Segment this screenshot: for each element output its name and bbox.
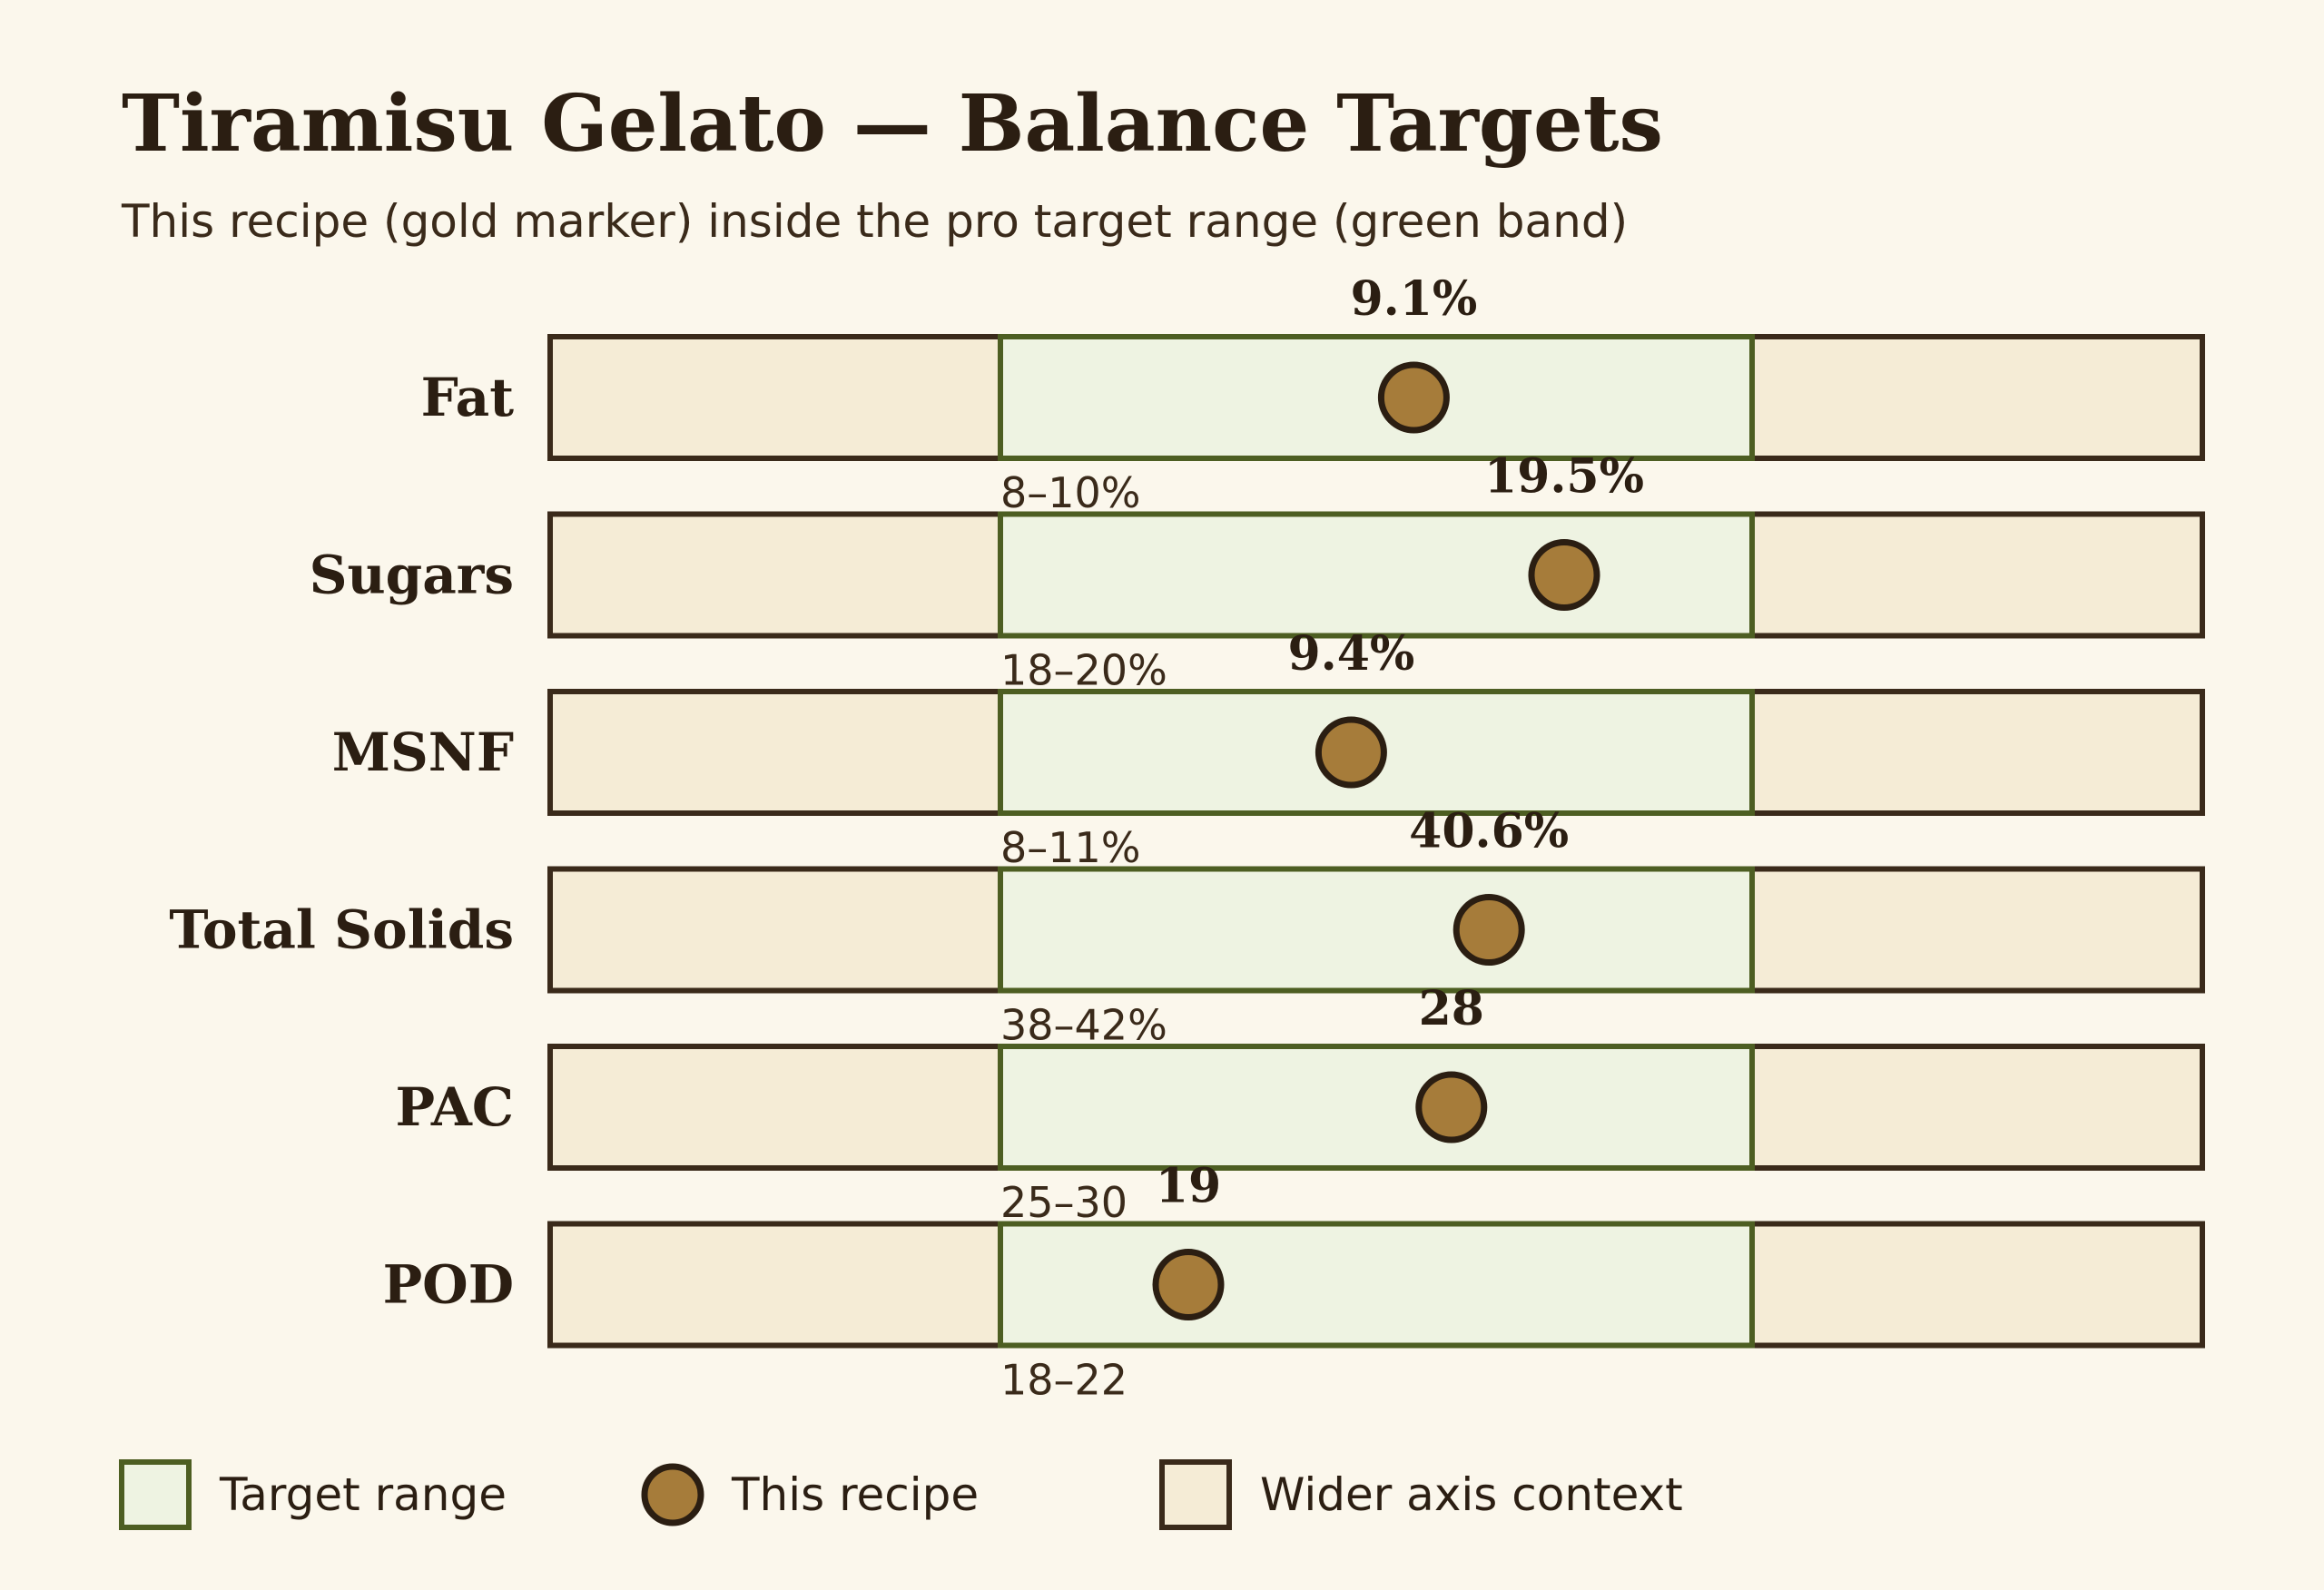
value-label-pod: 19 <box>1156 1159 1221 1214</box>
range-label-total-solids: 38–42% <box>1000 1001 1167 1050</box>
range-label-sugars: 18–20% <box>1000 646 1167 695</box>
value-label-pac: 28 <box>1419 981 1484 1036</box>
value-label-fat: 9.1% <box>1350 271 1477 327</box>
row-label-pod: POD <box>383 1254 514 1316</box>
row-msnf: MSNF 9.4% 8–11% <box>332 626 2205 872</box>
legend-item-context: Wider axis context <box>1159 1459 1683 1530</box>
target-band-pod <box>998 1221 1755 1349</box>
row-fat: Fat 9.1% 8–10% <box>421 271 2205 517</box>
recipe-marker-sugars <box>1528 539 1600 611</box>
chart-legend: Target range This recipe Wider axis contex… <box>119 1459 1683 1530</box>
legend-item-recipe: This recipe <box>641 1463 979 1526</box>
value-label-msnf: 9.4% <box>1287 626 1414 682</box>
legend-label-recipe: This recipe <box>731 1468 979 1521</box>
range-label-pac: 25–30 <box>1000 1178 1128 1227</box>
legend-label-context: Wider axis context <box>1260 1468 1683 1521</box>
legend-swatch-context <box>1159 1459 1232 1530</box>
range-label-fat: 8–10% <box>1000 468 1141 517</box>
row-pac: PAC 28 25–30 <box>395 981 2205 1227</box>
target-band-total-solids <box>998 866 1755 994</box>
value-label-sugars: 19.5% <box>1484 449 1644 505</box>
row-label-pac: PAC <box>395 1076 514 1138</box>
row-label-msnf: MSNF <box>332 721 514 783</box>
range-label-pod: 18–22 <box>1000 1356 1128 1405</box>
recipe-marker-pod <box>1152 1249 1225 1320</box>
recipe-marker-msnf <box>1315 716 1387 789</box>
row-label-total-solids: Total Solids <box>169 899 514 961</box>
range-label-msnf: 8–11% <box>1000 823 1141 872</box>
legend-item-target: Target range <box>119 1459 507 1530</box>
value-label-total-solids: 40.6% <box>1409 804 1569 859</box>
row-label-fat: Fat <box>421 367 515 428</box>
legend-label-target: Target range <box>219 1468 507 1521</box>
row-sugars: Sugars 19.5% 18–20% <box>310 449 2205 695</box>
row-total-solids: Total Solids 40.6% 38–42% <box>169 804 2205 1050</box>
chart-rows: Fat 9.1% 8–10% Sugars 19.5% 18–20% MSNF 9.4% 8–1… <box>169 271 2205 1405</box>
recipe-marker-pac <box>1415 1071 1488 1143</box>
row-pod: POD 19 18–22 <box>383 1159 2205 1405</box>
target-band-fat <box>998 334 1755 461</box>
target-band-sugars <box>998 511 1755 639</box>
chart-title: Tiramisu Gelato — Balance Targets <box>122 78 1663 170</box>
legend-swatch-recipe <box>641 1463 704 1526</box>
target-band-pac <box>998 1044 1755 1171</box>
recipe-marker-fat <box>1377 361 1450 434</box>
chart-subtitle: This recipe (gold marker) inside the pro… <box>121 195 1628 248</box>
legend-swatch-target <box>119 1459 192 1530</box>
recipe-marker-total-solids <box>1452 894 1525 966</box>
row-label-sugars: Sugars <box>310 545 514 606</box>
